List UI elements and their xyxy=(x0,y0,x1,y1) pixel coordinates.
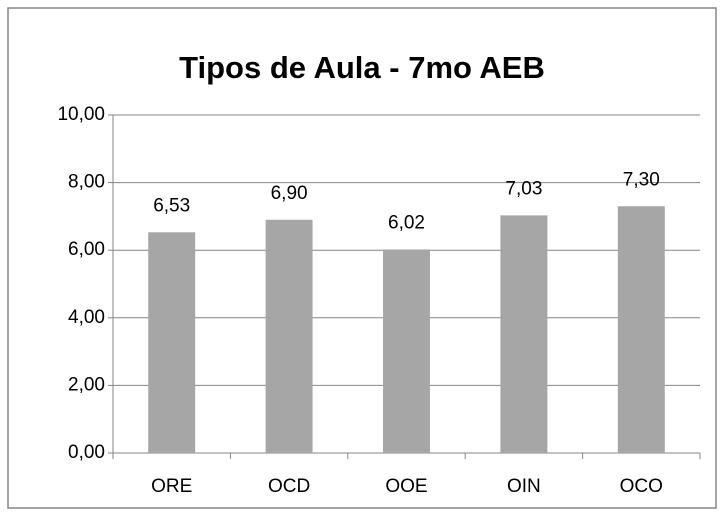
x-tick-label: OOE xyxy=(385,476,427,497)
y-tick-label: 6,00 xyxy=(68,239,105,260)
y-tick-label: 4,00 xyxy=(68,307,105,328)
bar xyxy=(617,206,665,453)
data-label: 6,90 xyxy=(271,183,308,204)
x-tick-label: ORE xyxy=(151,476,192,497)
y-tick-label: 8,00 xyxy=(68,172,105,193)
bar xyxy=(265,219,313,453)
chart-border xyxy=(7,7,717,509)
data-label: 7,30 xyxy=(623,169,660,190)
data-label: 6,53 xyxy=(153,195,190,216)
bar xyxy=(500,215,548,453)
y-tick-label: 10,00 xyxy=(57,104,105,125)
y-tick-label: 2,00 xyxy=(68,374,105,395)
x-tick-label: OIN xyxy=(507,476,541,497)
data-label: 7,03 xyxy=(505,178,542,199)
bar xyxy=(383,249,430,453)
bar xyxy=(148,232,196,453)
y-tick-label: 0,00 xyxy=(68,442,105,463)
x-tick-label: OCO xyxy=(620,476,663,497)
chart-title: Tipos de Aula - 7mo AEB xyxy=(179,50,545,85)
x-tick-label: OCD xyxy=(268,476,310,497)
data-label: 6,02 xyxy=(388,213,425,234)
